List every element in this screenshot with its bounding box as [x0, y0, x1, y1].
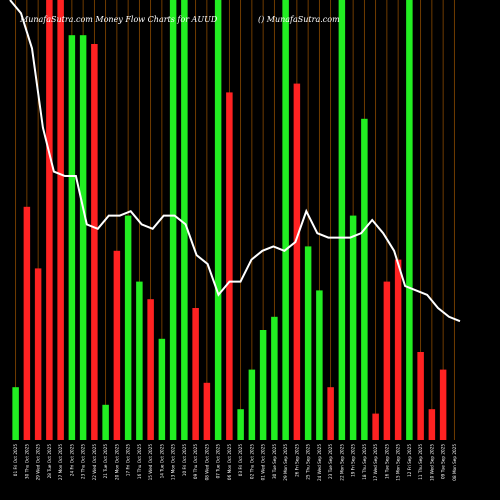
bar: [147, 299, 154, 440]
bar: [214, 0, 222, 440]
x-tick-label: 17 Wed Sep 2025: [373, 444, 378, 481]
bar: [361, 118, 368, 441]
money-flow-line-path: [9, 0, 461, 323]
x-tick-label: 13 Mon Oct 2025: [171, 444, 176, 480]
x-tick-label: 27 Mon Oct 2025: [58, 444, 63, 480]
x-tick-label: 29 Wed Oct 2025: [36, 444, 41, 481]
x-tick-label: 06 Mon Oct 2025: [227, 444, 232, 480]
bar: [68, 35, 76, 440]
bar: [226, 92, 233, 441]
bar: [169, 0, 177, 440]
x-tick-label: 12 Fri Sep 2025: [407, 444, 412, 477]
bar: [282, 0, 289, 440]
bar: [428, 409, 436, 440]
bar: [304, 246, 312, 440]
x-tick-label: 15 Wed Oct 2025: [148, 444, 153, 481]
x-tick-label: 23 Tue Sep 2025: [328, 444, 333, 479]
x-tick-label: 26 Fri Sep 2025: [294, 444, 299, 477]
x-tick-label: 30 Thu Oct 2025: [24, 444, 29, 479]
x-tick-label: 10 Wed Sep 2025: [429, 444, 434, 481]
x-tick-label: 10 Fri Oct 2025: [182, 444, 187, 477]
x-tick-label: 18 Thu Sep 2025: [362, 444, 367, 480]
x-tick-label: 01 Wed Oct 2025: [261, 444, 266, 481]
x-tick-label: 02 Thu Oct 2025: [249, 444, 254, 479]
bar: [394, 259, 402, 440]
bar: [316, 290, 323, 440]
x-tick-label: 24 Wed Sep 2025: [317, 444, 322, 481]
bar: [271, 316, 278, 440]
x-tick-label: 21 Tue Oct 2025: [103, 444, 108, 479]
x-tick-label: 16 Tue Sep 2025: [384, 444, 389, 479]
x-tick-label: 22 Mon Sep 2025: [339, 444, 344, 481]
x-tick-label: 08 Mon Sep 2025: [452, 444, 457, 481]
x-tick-label: 01 Fri Oct 2025: [13, 444, 18, 477]
x-tick-label: 23 Thu Oct 2025: [81, 444, 86, 479]
bar: [113, 250, 121, 440]
bar: [338, 0, 346, 440]
x-tick-label: 15 Mon Sep 2025: [396, 444, 401, 481]
bar: [327, 387, 334, 440]
bar: [12, 387, 19, 440]
bar: [439, 369, 447, 440]
bar: [248, 369, 256, 440]
bar: [79, 35, 87, 440]
bar: [349, 215, 357, 440]
bar: [417, 352, 424, 440]
bar: [102, 404, 109, 440]
bar: [136, 281, 143, 440]
x-tick-label: 11 Thu Sep 2025: [418, 444, 423, 480]
bar: [406, 0, 413, 440]
bar-series: [12, 0, 447, 441]
bar: [203, 382, 211, 440]
bar: [124, 215, 132, 440]
bar: [383, 281, 391, 440]
x-tick-label: 30 Tue Sep 2025: [272, 444, 277, 479]
x-tick-label: 28 Tue Oct 2025: [47, 444, 52, 479]
x-tick-label: 08 Wed Oct 2025: [204, 444, 209, 481]
x-tick-label: 24 Fri Oct 2025: [69, 444, 74, 477]
bar: [46, 0, 53, 440]
money-flow-line: [9, 0, 461, 323]
x-tick-label: 07 Tue Oct 2025: [216, 444, 221, 479]
chart-title-site: () MunafaSutra.com: [258, 15, 340, 24]
x-tick-label: 03 Fri Oct 2025: [238, 444, 243, 477]
x-tick-label: 09 Tue Sep 2025: [441, 444, 446, 479]
x-tick-label: 09 Thu Oct 2025: [193, 444, 198, 479]
bar: [259, 330, 267, 440]
x-tick-label: 16 Thu Oct 2025: [137, 444, 142, 479]
bar: [181, 0, 188, 440]
bar: [91, 44, 98, 440]
bar: [192, 308, 199, 440]
x-tick-label: 22 Wed Oct 2025: [92, 444, 97, 481]
x-tick-label: 14 Tue Oct 2025: [159, 444, 164, 479]
bar: [293, 83, 301, 440]
bar: [34, 268, 42, 440]
bar: [57, 0, 64, 440]
bar: [158, 338, 166, 440]
x-tick-label: 19 Fri Sep 2025: [351, 444, 356, 477]
bar: [23, 206, 31, 440]
x-tick-labels: 01 Fri Oct 2025 30 Thu Oct 2025 29 Wed Oct…: [13, 444, 457, 481]
x-tick-label: 20 Mon Oct 2025: [114, 444, 119, 480]
chart-title: MunafaSutra.com Money Flow Charts for AU…: [19, 15, 218, 24]
x-tick-label: 25 Thu Sep 2025: [306, 444, 311, 480]
bar: [372, 413, 379, 440]
bar: [237, 409, 244, 440]
x-tick-label: 17 Fri Oct 2025: [126, 444, 131, 477]
x-tick-label: 29 Mon Sep 2025: [283, 444, 288, 481]
